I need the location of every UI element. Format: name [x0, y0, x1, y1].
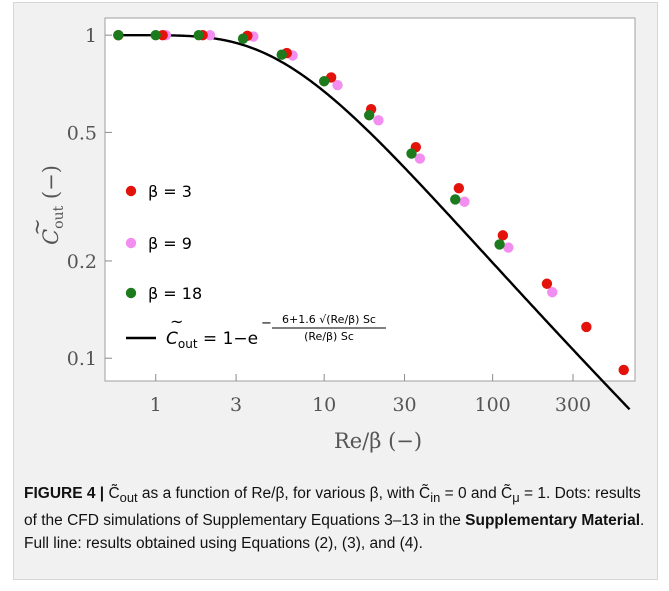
chart: 1 3 10 30 100 300 0.1 0.2 0.5 1 Re/β (−) Cout (−…: [25, 17, 636, 453]
x-ticks: 1 3 10 30 100 300: [150, 374, 591, 416]
x-tick-label: 100: [475, 394, 511, 416]
formula-exp-sign: −: [261, 316, 272, 331]
data-point: [453, 182, 465, 194]
y-axis-title-sub: out: [51, 205, 67, 228]
formula-denominator: (Re/β) Sc: [304, 330, 354, 343]
legend-label: β = 3: [148, 182, 192, 201]
x-tick-label: 3: [230, 394, 242, 416]
legend: β = 3 β = 9 β = 18: [125, 182, 202, 303]
x-tick-label: 300: [555, 394, 591, 416]
formula-lhs-sub: out: [178, 337, 198, 351]
caption-part3-sub: μ: [512, 490, 520, 506]
caption-part4: = 1. Dots: results of the CFD simulation…: [24, 485, 641, 530]
data-point: [150, 29, 161, 41]
data-points: [113, 29, 629, 376]
figure-caption: FIGURE 4 | C̃out as a function of Re/β, …: [24, 482, 649, 555]
formula-equals: = 1−e: [198, 329, 259, 349]
data-point: [497, 230, 509, 241]
svg-text:Cout = 1−e: Cout = 1−e: [166, 329, 258, 351]
y-tick-label: 1: [85, 25, 97, 47]
y-tick-label: 0.5: [67, 122, 97, 144]
y-tick-label: 0.2: [67, 251, 97, 273]
formula-lhs-main: C: [166, 329, 178, 349]
data-point: [414, 153, 426, 164]
caption-bold-text: Supplementary Material: [465, 512, 640, 530]
svg-text:~: ~: [170, 312, 183, 331]
legend-marker: [125, 287, 137, 299]
svg-text:Cout (−): Cout (−): [39, 165, 67, 245]
y-ticks: 0.1 0.2 0.5 1: [67, 25, 112, 370]
data-point: [494, 239, 505, 250]
data-point: [113, 29, 124, 41]
caption-part2-sub: in: [430, 490, 441, 506]
caption-part5: . Full line: results obtained using Equa…: [24, 512, 645, 553]
x-tick-label: 10: [312, 394, 336, 416]
data-point: [276, 49, 287, 60]
legend-marker: [125, 237, 137, 249]
data-point: [373, 115, 384, 126]
legend-label: β = 18: [148, 284, 202, 303]
data-point: [459, 196, 470, 207]
formula-numerator: 6+1.6 √(Re/β) Sc: [282, 313, 376, 326]
y-axis-title-main: C: [39, 229, 63, 245]
data-point: [406, 148, 417, 159]
data-point: [237, 33, 249, 44]
caption-part1: C̃: [104, 485, 120, 502]
y-axis-title: Cout (−) ~: [25, 165, 67, 245]
data-point: [541, 278, 553, 289]
y-tick-label: 0.1: [67, 348, 97, 370]
data-point: [618, 364, 629, 376]
formula-legend: Cout = 1−e ~ − 6+1.6 √(Re/β) Sc (Re/β) S…: [126, 312, 386, 351]
data-point: [318, 76, 330, 87]
caption-label: FIGURE 4 |: [24, 485, 105, 502]
data-point: [193, 29, 204, 41]
legend-marker: [125, 185, 137, 197]
x-tick-label: 30: [392, 394, 416, 416]
x-axis-title: Re/β (−): [334, 429, 422, 453]
data-point: [363, 110, 375, 121]
svg-text:~: ~: [25, 218, 49, 236]
y-axis-title-unit: (−): [39, 165, 63, 206]
data-point: [204, 29, 216, 41]
x-tick-label: 1: [150, 394, 162, 416]
legend-label: β = 9: [148, 234, 192, 253]
data-point: [450, 194, 461, 205]
data-point: [503, 242, 514, 253]
caption-part3: = 0 and C̃: [440, 485, 513, 502]
caption-part2: as a function of Re/β, for various β, wi…: [137, 485, 431, 502]
caption-part1-sub: out: [119, 490, 138, 506]
data-point: [581, 321, 592, 333]
data-point: [332, 79, 343, 91]
data-point: [547, 287, 558, 298]
